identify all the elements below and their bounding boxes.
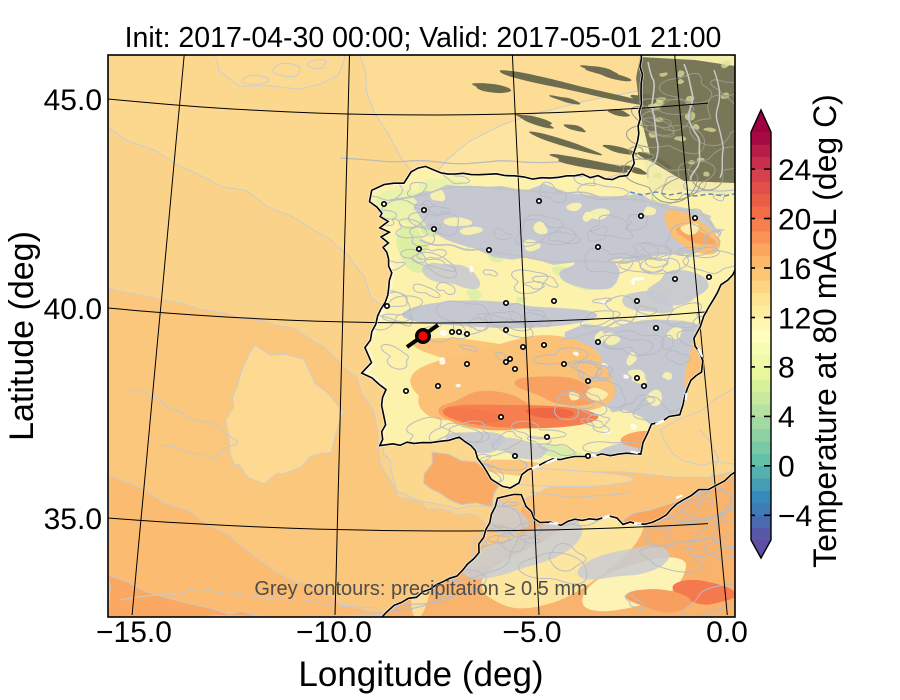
- svg-text:0: 0: [778, 451, 795, 484]
- svg-text:16: 16: [778, 253, 811, 286]
- svg-text:24: 24: [778, 154, 811, 187]
- svg-text:8: 8: [778, 352, 795, 385]
- svg-text:Grey contours: precipitation ≥: Grey contours: precipitation ≥ 0.5 mm: [254, 578, 587, 600]
- svg-text:40.0: 40.0: [44, 293, 102, 326]
- svg-text:Temperature at 80 mAGL (deg C): Temperature at 80 mAGL (deg C): [807, 94, 843, 568]
- svg-text:Longitude (deg): Longitude (deg): [298, 655, 543, 694]
- svg-text:4: 4: [778, 401, 795, 434]
- svg-text:20: 20: [778, 203, 811, 236]
- svg-text:0.0: 0.0: [706, 616, 748, 649]
- svg-text:Latitude (deg): Latitude (deg): [3, 231, 41, 441]
- svg-text:−4: −4: [778, 500, 812, 533]
- svg-text:12: 12: [778, 302, 811, 335]
- svg-text:−15.0: −15.0: [96, 616, 172, 649]
- svg-text:−10.0: −10.0: [296, 616, 372, 649]
- svg-text:Init: 2017-04-30 00:00; Valid:: Init: 2017-04-30 00:00; Valid: 2017-05-0…: [125, 22, 722, 54]
- svg-text:−5.0: −5.0: [502, 616, 561, 649]
- svg-text:35.0: 35.0: [44, 503, 102, 536]
- svg-text:45.0: 45.0: [44, 84, 102, 117]
